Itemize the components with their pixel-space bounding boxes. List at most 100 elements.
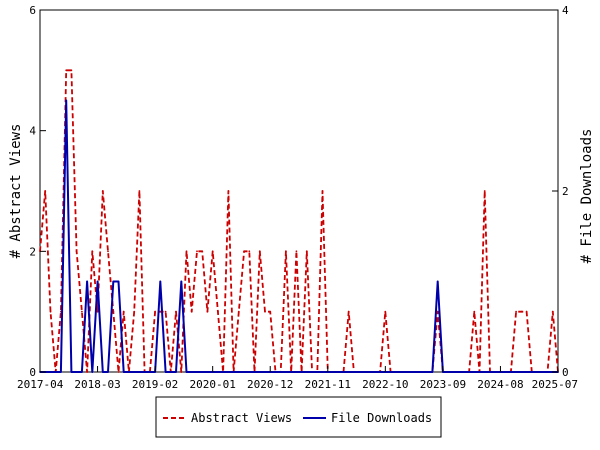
data-point-file-downloads: [426, 371, 429, 373]
x-axis: 2017-04 2018-03 2019-02 2020-01 2020-12 2021-…: [17, 366, 578, 391]
data-point-file-downloads: [122, 371, 125, 373]
data-point-abstract-views: [180, 371, 183, 373]
data-point-file-downloads: [206, 371, 209, 373]
x-tick-label: 2023-09: [420, 378, 466, 391]
data-point-file-downloads: [169, 371, 172, 373]
data-point-file-downloads: [65, 99, 68, 102]
data-point-file-downloads: [431, 371, 434, 373]
data-point-file-downloads: [332, 371, 334, 373]
data-point-file-downloads: [410, 371, 413, 373]
data-point-abstract-views: [159, 310, 162, 313]
data-point-abstract-views: [551, 310, 554, 313]
data-point-file-downloads: [70, 371, 73, 373]
y-axis-left: 0 2 4 6: [29, 4, 46, 379]
data-point-abstract-views: [91, 250, 94, 253]
data-point-file-downloads: [489, 371, 491, 373]
data-point-file-downloads: [290, 371, 293, 373]
data-point-abstract-views: [138, 190, 141, 192]
data-point-file-downloads: [117, 280, 120, 283]
data-point-abstract-views: [44, 190, 47, 192]
data-point-file-downloads: [468, 371, 470, 373]
data-point-file-downloads: [321, 371, 324, 373]
x-tick-label: 2019-02: [132, 378, 178, 391]
data-point-abstract-views: [201, 250, 204, 253]
data-point-abstract-views: [473, 310, 476, 313]
data-point-file-downloads: [436, 280, 439, 283]
x-tick-label: 2022-10: [362, 378, 408, 391]
data-point-file-downloads: [405, 371, 408, 373]
data-point-file-downloads: [201, 371, 204, 373]
data-point-file-downloads: [91, 371, 94, 373]
data-point-file-downloads: [285, 371, 287, 373]
data-point-file-downloads: [473, 371, 476, 373]
x-tick-label: 2018-03: [74, 378, 120, 391]
y-axis-left-title: # Abstract Views: [8, 124, 24, 259]
series-line-abstract-views: [39, 69, 559, 373]
data-point-file-downloads: [530, 371, 533, 373]
data-point-abstract-views: [75, 250, 78, 253]
data-point-abstract-views: [101, 190, 104, 192]
legend-label-file-downloads: File Downloads: [331, 411, 432, 425]
data-point-file-downloads: [483, 371, 486, 373]
legend-label-abstract-views: Abstract Views: [191, 411, 292, 425]
data-point-abstract-views: [206, 310, 209, 313]
series-layer: [39, 69, 559, 373]
data-point-file-downloads: [86, 280, 88, 283]
data-point-file-downloads: [107, 371, 109, 373]
data-point-abstract-views: [122, 310, 125, 313]
data-point-file-downloads: [60, 371, 62, 373]
legend: Abstract Views File Downloads: [155, 396, 442, 438]
x-tick-label: 2020-01: [189, 378, 235, 391]
data-point-file-downloads: [222, 371, 225, 373]
data-point-abstract-views: [269, 310, 272, 313]
data-point-abstract-views: [243, 250, 246, 253]
data-point-file-downloads: [536, 371, 538, 373]
data-point-file-downloads: [81, 371, 83, 373]
data-point-abstract-views: [86, 371, 88, 373]
data-point-file-downloads: [227, 371, 230, 373]
data-point-file-downloads: [305, 371, 308, 373]
y-right-tick-label: 4: [562, 4, 569, 17]
x-tick-label: 2020-12: [247, 378, 293, 391]
data-point-abstract-views: [175, 310, 177, 313]
legend-box: [155, 396, 442, 438]
data-point-file-downloads: [101, 371, 104, 373]
data-point-file-downloads: [264, 371, 266, 373]
data-point-abstract-views: [70, 69, 73, 72]
data-point-abstract-views: [258, 250, 261, 253]
data-point-abstract-views: [384, 310, 387, 313]
data-point-file-downloads: [353, 371, 355, 373]
data-point-file-downloads: [457, 371, 460, 373]
data-point-file-downloads: [49, 371, 52, 373]
data-point-abstract-views: [196, 250, 198, 253]
data-point-abstract-views: [285, 250, 287, 253]
data-point-file-downloads: [243, 371, 246, 373]
data-point-abstract-views: [248, 250, 251, 253]
data-point-file-downloads: [311, 371, 313, 373]
data-point-file-downloads: [368, 371, 371, 373]
data-point-file-downloads: [112, 280, 115, 283]
data-point-file-downloads: [149, 371, 151, 373]
data-point-abstract-views: [117, 371, 120, 373]
data-point-file-downloads: [54, 371, 57, 373]
data-point-file-downloads: [75, 371, 78, 373]
data-point-file-downloads: [96, 280, 99, 283]
data-point-file-downloads: [175, 371, 177, 373]
y-left-tick-label: 0: [29, 366, 36, 379]
data-point-file-downloads: [504, 371, 507, 373]
data-point-file-downloads: [515, 371, 517, 373]
data-point-abstract-views: [483, 190, 486, 192]
data-point-abstract-views: [49, 310, 52, 313]
data-point-file-downloads: [363, 371, 366, 373]
data-point-file-downloads: [143, 371, 146, 373]
data-point-file-downloads: [316, 371, 319, 373]
data-point-abstract-views: [237, 310, 240, 313]
x-tick-label: 2024-08: [477, 378, 523, 391]
data-point-abstract-views: [107, 250, 109, 253]
data-point-file-downloads: [347, 371, 350, 373]
data-point-file-downloads: [180, 280, 183, 283]
data-point-file-downloads: [185, 371, 188, 373]
y-axis-right: 0 2 4: [552, 4, 569, 379]
data-point-file-downloads: [400, 371, 402, 373]
